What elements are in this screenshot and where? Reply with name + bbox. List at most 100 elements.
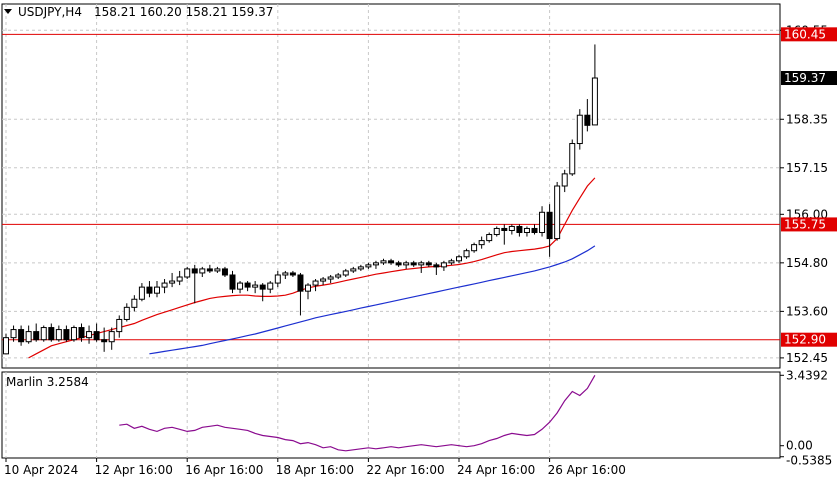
candle[interactable]	[199, 266, 206, 277]
candle[interactable]	[320, 277, 327, 286]
candle[interactable]	[305, 283, 311, 300]
candle[interactable]	[440, 260, 447, 271]
candle[interactable]	[40, 325, 47, 342]
candle[interactable]	[274, 270, 281, 288]
candle[interactable]	[327, 274, 334, 284]
candle[interactable]	[508, 224, 515, 235]
time-label: 12 Apr 16:00	[95, 463, 173, 477]
candle[interactable]	[116, 315, 123, 338]
current-price-label: 159.37	[784, 71, 826, 85]
candle[interactable]	[463, 248, 470, 259]
candle-body	[576, 114, 583, 145]
candle[interactable]	[33, 323, 40, 342]
candle[interactable]	[86, 325, 93, 344]
candle[interactable]	[372, 260, 379, 269]
candle[interactable]	[584, 99, 591, 132]
candle[interactable]	[388, 258, 395, 265]
candle[interactable]	[229, 270, 236, 294]
level-tag	[781, 27, 837, 42]
candle[interactable]	[418, 260, 425, 273]
candle[interactable]	[48, 323, 55, 342]
candle[interactable]	[403, 260, 410, 269]
candle-body	[403, 262, 410, 266]
candle[interactable]	[138, 283, 145, 302]
candle[interactable]	[214, 266, 221, 273]
candle[interactable]	[146, 281, 153, 298]
candle[interactable]	[493, 226, 500, 237]
candle[interactable]	[18, 325, 25, 346]
candle[interactable]	[410, 260, 417, 267]
candle[interactable]	[169, 272, 176, 288]
candle[interactable]	[25, 325, 32, 344]
candle[interactable]	[350, 266, 357, 273]
candle-body	[3, 337, 9, 355]
candle[interactable]	[123, 303, 130, 322]
candle[interactable]	[471, 242, 478, 253]
candle[interactable]	[425, 260, 432, 267]
candle[interactable]	[312, 279, 319, 292]
candle[interactable]	[267, 281, 274, 294]
candle[interactable]	[78, 323, 85, 342]
candle[interactable]	[237, 281, 244, 294]
candle[interactable]	[395, 260, 402, 267]
candle[interactable]	[554, 181, 561, 241]
candle[interactable]	[297, 272, 304, 316]
candle[interactable]	[516, 224, 523, 237]
collapse-icon[interactable]	[4, 9, 12, 14]
candle[interactable]	[154, 281, 160, 298]
candle[interactable]	[448, 258, 455, 265]
candle[interactable]	[55, 325, 62, 342]
candle[interactable]	[10, 325, 17, 342]
candle[interactable]	[576, 109, 583, 150]
candle[interactable]	[591, 44, 598, 126]
current-price-tag	[781, 71, 837, 86]
candle[interactable]	[191, 264, 198, 304]
candle[interactable]	[501, 224, 508, 245]
candle[interactable]	[357, 264, 364, 271]
candle[interactable]	[335, 272, 342, 280]
candle[interactable]	[433, 262, 440, 275]
candle[interactable]	[131, 295, 138, 312]
candle[interactable]	[569, 139, 576, 176]
candle-body	[327, 276, 334, 280]
candle[interactable]	[380, 258, 387, 265]
candle-body	[146, 286, 153, 294]
candle[interactable]	[546, 204, 553, 257]
candle-body	[123, 306, 130, 320]
candle[interactable]	[486, 232, 493, 243]
candle-body	[93, 331, 100, 341]
candle[interactable]	[252, 281, 259, 294]
candle-body	[138, 286, 145, 300]
candle[interactable]	[282, 270, 289, 280]
candle[interactable]	[523, 226, 530, 237]
level-tag	[781, 217, 837, 232]
candle[interactable]	[531, 224, 538, 235]
ohlc-readout: 158.21 160.20 158.21 159.37	[94, 5, 273, 19]
candle[interactable]	[478, 236, 485, 249]
candle[interactable]	[289, 270, 296, 277]
candle[interactable]	[184, 266, 191, 280]
candle-body	[501, 227, 508, 231]
candle[interactable]	[342, 268, 349, 277]
candle[interactable]	[244, 281, 251, 292]
time-label: 22 Apr 16:00	[366, 463, 444, 477]
candle[interactable]	[206, 264, 213, 273]
candle-body	[508, 225, 515, 231]
candle[interactable]	[70, 325, 77, 342]
candle[interactable]	[259, 283, 266, 302]
candle[interactable]	[93, 323, 100, 342]
candle[interactable]	[176, 270, 183, 286]
candle[interactable]	[63, 325, 70, 342]
candle[interactable]	[3, 333, 9, 355]
candle-body	[380, 260, 387, 264]
candle[interactable]	[108, 327, 115, 350]
candle[interactable]	[221, 266, 228, 277]
candle[interactable]	[161, 279, 168, 294]
candle[interactable]	[456, 254, 462, 263]
candle[interactable]	[561, 169, 568, 193]
candle-body	[342, 270, 349, 276]
candle[interactable]	[365, 262, 372, 269]
candle[interactable]	[101, 327, 108, 352]
candle[interactable]	[539, 206, 546, 237]
